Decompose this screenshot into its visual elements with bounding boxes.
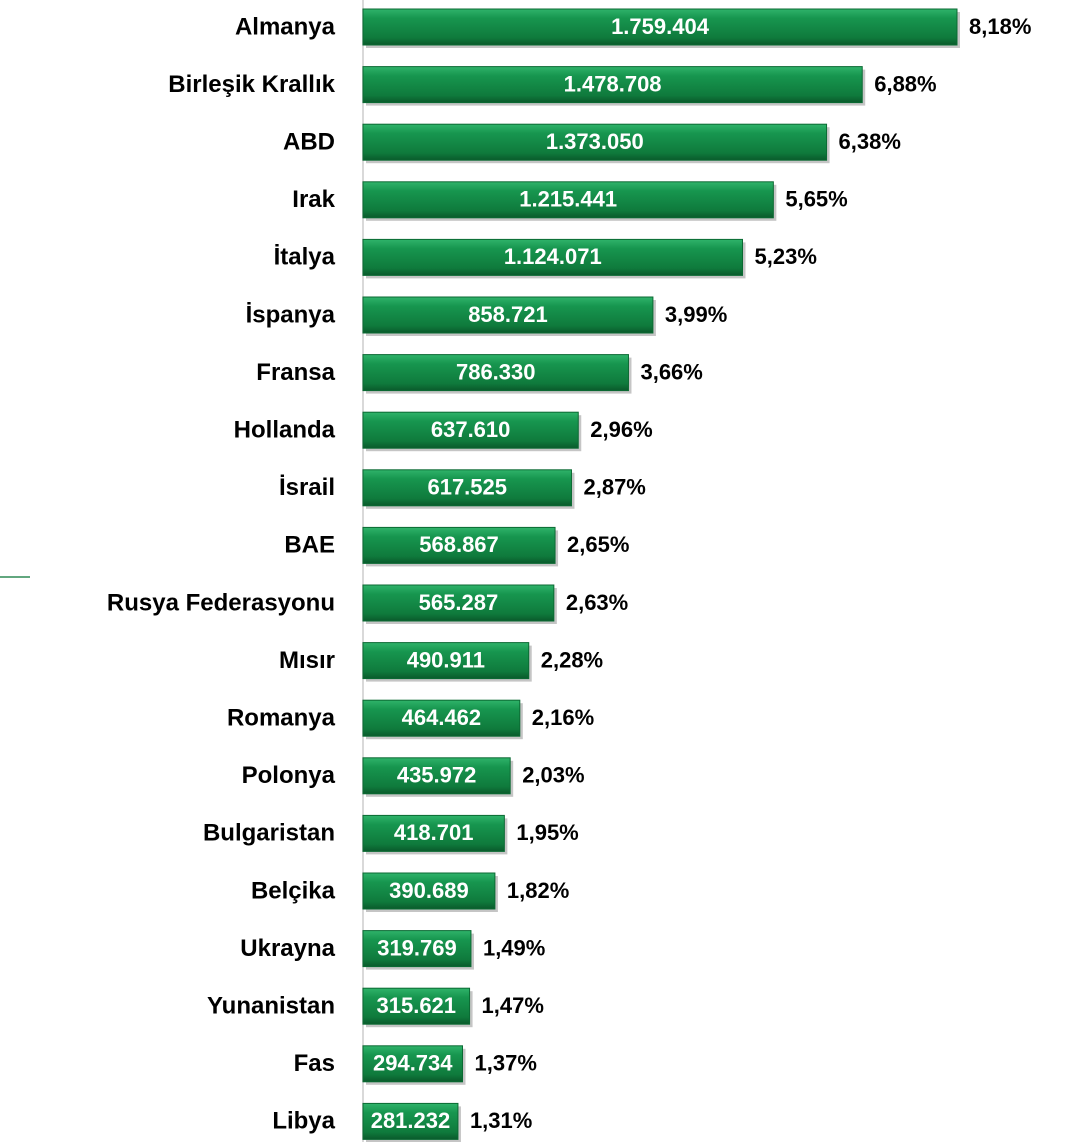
value-label: 294.734 bbox=[373, 1051, 453, 1076]
share-label: 8,18% bbox=[969, 14, 1031, 39]
bar bbox=[362, 584, 555, 622]
bar bbox=[362, 354, 629, 392]
category-label: Irak bbox=[292, 186, 335, 213]
value-label: 490.911 bbox=[407, 647, 485, 672]
category-label: Mısır bbox=[279, 647, 335, 674]
value-label: 390.689 bbox=[389, 878, 469, 903]
share-label: 2,63% bbox=[566, 590, 628, 615]
category-label: Polonya bbox=[242, 762, 336, 789]
value-label: 858.721 bbox=[468, 302, 548, 327]
share-label: 3,66% bbox=[640, 359, 702, 384]
value-label: 637.610 bbox=[431, 417, 511, 442]
share-label: 1,37% bbox=[475, 1051, 537, 1076]
bar bbox=[362, 1102, 459, 1140]
share-label: 1,47% bbox=[482, 993, 544, 1018]
share-label: 1,95% bbox=[516, 820, 578, 845]
bar bbox=[362, 469, 572, 507]
bar bbox=[362, 296, 654, 334]
category-label: İtalya bbox=[274, 244, 336, 271]
value-label: 1.478.708 bbox=[564, 71, 662, 96]
bar bbox=[362, 411, 579, 449]
share-label: 2,87% bbox=[583, 475, 645, 500]
value-label: 319.769 bbox=[377, 935, 457, 960]
share-label: 3,99% bbox=[665, 302, 727, 327]
bar bbox=[362, 123, 828, 161]
value-label: 568.867 bbox=[419, 532, 499, 557]
share-label: 2,65% bbox=[567, 532, 629, 557]
value-label: 464.462 bbox=[402, 705, 482, 730]
value-label: 418.701 bbox=[394, 820, 474, 845]
bar bbox=[362, 757, 511, 795]
share-label: 2,28% bbox=[541, 647, 603, 672]
category-label: ABD bbox=[283, 129, 335, 156]
share-label: 2,16% bbox=[532, 705, 594, 730]
bar bbox=[362, 814, 505, 852]
bar bbox=[362, 526, 556, 564]
bar bbox=[362, 699, 521, 737]
value-label: 617.525 bbox=[427, 475, 507, 500]
bar bbox=[362, 872, 496, 910]
bar bbox=[362, 66, 863, 104]
category-label: Birleşik Krallık bbox=[168, 71, 335, 98]
category-label: Almanya bbox=[235, 13, 336, 40]
share-label: 1,31% bbox=[470, 1108, 532, 1133]
category-label: Libya bbox=[272, 1108, 335, 1135]
value-label: 565.287 bbox=[419, 590, 499, 615]
bar bbox=[362, 181, 774, 219]
bar bbox=[362, 642, 530, 680]
value-label: 1.124.071 bbox=[504, 244, 602, 269]
share-label: 2,96% bbox=[590, 417, 652, 442]
bar bbox=[362, 930, 472, 968]
value-label: 1.759.404 bbox=[611, 14, 710, 39]
value-label: 786.330 bbox=[456, 359, 536, 384]
category-label: Hollanda bbox=[234, 417, 336, 444]
share-label: 5,65% bbox=[785, 187, 847, 212]
value-label: 1.215.441 bbox=[519, 187, 617, 212]
share-label: 6,88% bbox=[874, 71, 936, 96]
category-label: Fas bbox=[294, 1050, 335, 1077]
category-label: Ukrayna bbox=[240, 935, 335, 962]
bar bbox=[362, 1045, 464, 1083]
category-label: Rusya Federasyonu bbox=[107, 589, 335, 616]
bar bbox=[362, 8, 958, 46]
share-label: 2,03% bbox=[522, 763, 584, 788]
category-label: İspanya bbox=[246, 301, 336, 328]
value-label: 315.621 bbox=[377, 993, 457, 1018]
share-label: 6,38% bbox=[839, 129, 901, 154]
category-label: Bulgaristan bbox=[203, 820, 335, 847]
value-label: 1.373.050 bbox=[546, 129, 644, 154]
value-label: 435.972 bbox=[397, 763, 477, 788]
category-label: Belçika bbox=[251, 877, 336, 904]
category-label: Romanya bbox=[227, 705, 336, 732]
category-label: BAE bbox=[284, 532, 335, 559]
value-label: 281.232 bbox=[371, 1108, 451, 1133]
share-label: 1,49% bbox=[483, 935, 545, 960]
category-label: İsrail bbox=[279, 474, 335, 501]
share-label: 5,23% bbox=[755, 244, 817, 269]
bar bbox=[362, 987, 471, 1025]
category-label: Fransa bbox=[256, 359, 335, 386]
category-label: Yunanistan bbox=[207, 993, 335, 1020]
bar bbox=[362, 238, 744, 276]
share-label: 1,82% bbox=[507, 878, 569, 903]
